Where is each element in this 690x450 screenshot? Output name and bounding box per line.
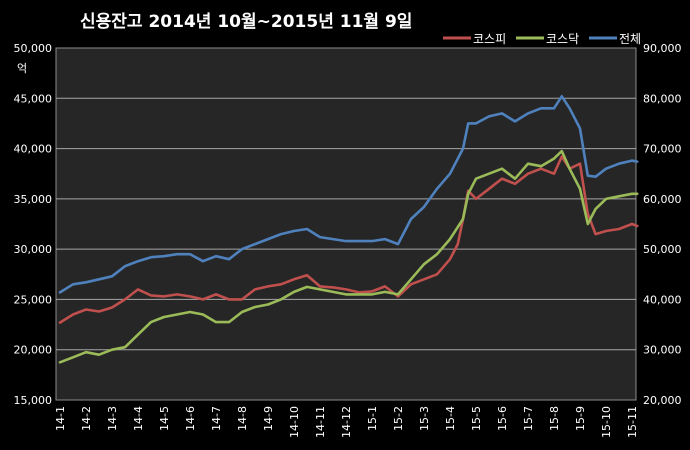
right-y-tick-label: 60,000: [643, 193, 682, 206]
x-tick-label: 15-8: [548, 406, 561, 431]
left-y-tick-label: 25,000: [14, 293, 53, 306]
left-y-tick-label: 40,000: [14, 143, 53, 156]
series-lines: [58, 95, 639, 364]
left-y-tick-label: 45,000: [14, 92, 53, 105]
left-y-tick-label: 35,000: [14, 193, 53, 206]
x-tick-label: 14-4: [132, 406, 145, 431]
chart-title: 신용잔고 2014년 10월~2015년 11월 9일: [80, 12, 412, 32]
y-axis-unit-label: 억: [17, 62, 27, 75]
x-tick-label: 14-11: [314, 406, 327, 438]
right-y-tick-label: 20,000: [643, 394, 682, 407]
left-y-tick-label: 30,000: [14, 243, 53, 256]
x-tick-label: 14-9: [262, 406, 275, 431]
x-tick-label: 15-4: [444, 406, 457, 431]
x-axis: 14-1 14-2 14-3 14-4 14-5 14-6 14-7 14-8 14-9 14-1…: [54, 406, 639, 438]
right-y-tick-label: 90,000: [643, 42, 682, 55]
right-y-tick-label: 80,000: [643, 92, 682, 105]
x-tick-label: 15-5: [470, 406, 483, 431]
x-tick-label: 14-12: [340, 406, 353, 438]
right-y-tick-label: 50,000: [643, 243, 682, 256]
x-tick-label: 14-3: [106, 406, 119, 431]
left-y-tick-label: 50,000: [14, 42, 53, 55]
right-y-tick-label: 70,000: [643, 143, 682, 156]
x-tick-label: 14-6: [184, 406, 197, 431]
right-y-axis: 20,000 30,000 40,000 50,000 60,000 70,000 80,0…: [643, 42, 682, 407]
x-tick-label: 14-10: [288, 406, 301, 438]
x-tick-label: 14-2: [80, 406, 93, 431]
left-y-axis: 15,000 20,000 25,000 30,000 35,000 40,000 45,0…: [14, 42, 53, 407]
x-tick-label: 15-3: [418, 406, 431, 431]
left-y-tick-label: 15,000: [14, 394, 53, 407]
x-tick-label: 14-5: [158, 406, 171, 431]
legend: 코스피 코스닥 전체: [443, 32, 641, 46]
x-tick-label: 14-7: [210, 406, 223, 431]
x-tick-label: 15-11: [626, 406, 639, 438]
right-y-tick-label: 30,000: [643, 344, 682, 357]
gridlines: [56, 97, 636, 351]
left-y-tick-label: 20,000: [14, 344, 53, 357]
x-tick-label: 15-10: [600, 406, 613, 438]
series-line: [58, 95, 639, 294]
x-tick-label: 15-6: [496, 406, 509, 431]
legend-label: 코스닥: [546, 32, 579, 46]
x-tick-label: 14-8: [236, 406, 249, 431]
x-tick-label: 15-7: [522, 406, 535, 431]
x-tick-label: 14-1: [54, 406, 67, 431]
legend-label: 전체: [619, 32, 641, 46]
x-tick-label: 15-9: [574, 406, 587, 431]
legend-label: 코스피: [473, 32, 506, 46]
series-line: [58, 149, 639, 364]
series-line: [58, 155, 639, 324]
right-y-tick-label: 40,000: [643, 293, 682, 306]
x-tick-label: 15-2: [392, 406, 405, 431]
x-tick-label: 15-1: [366, 406, 379, 431]
plot-area: [55, 47, 637, 401]
